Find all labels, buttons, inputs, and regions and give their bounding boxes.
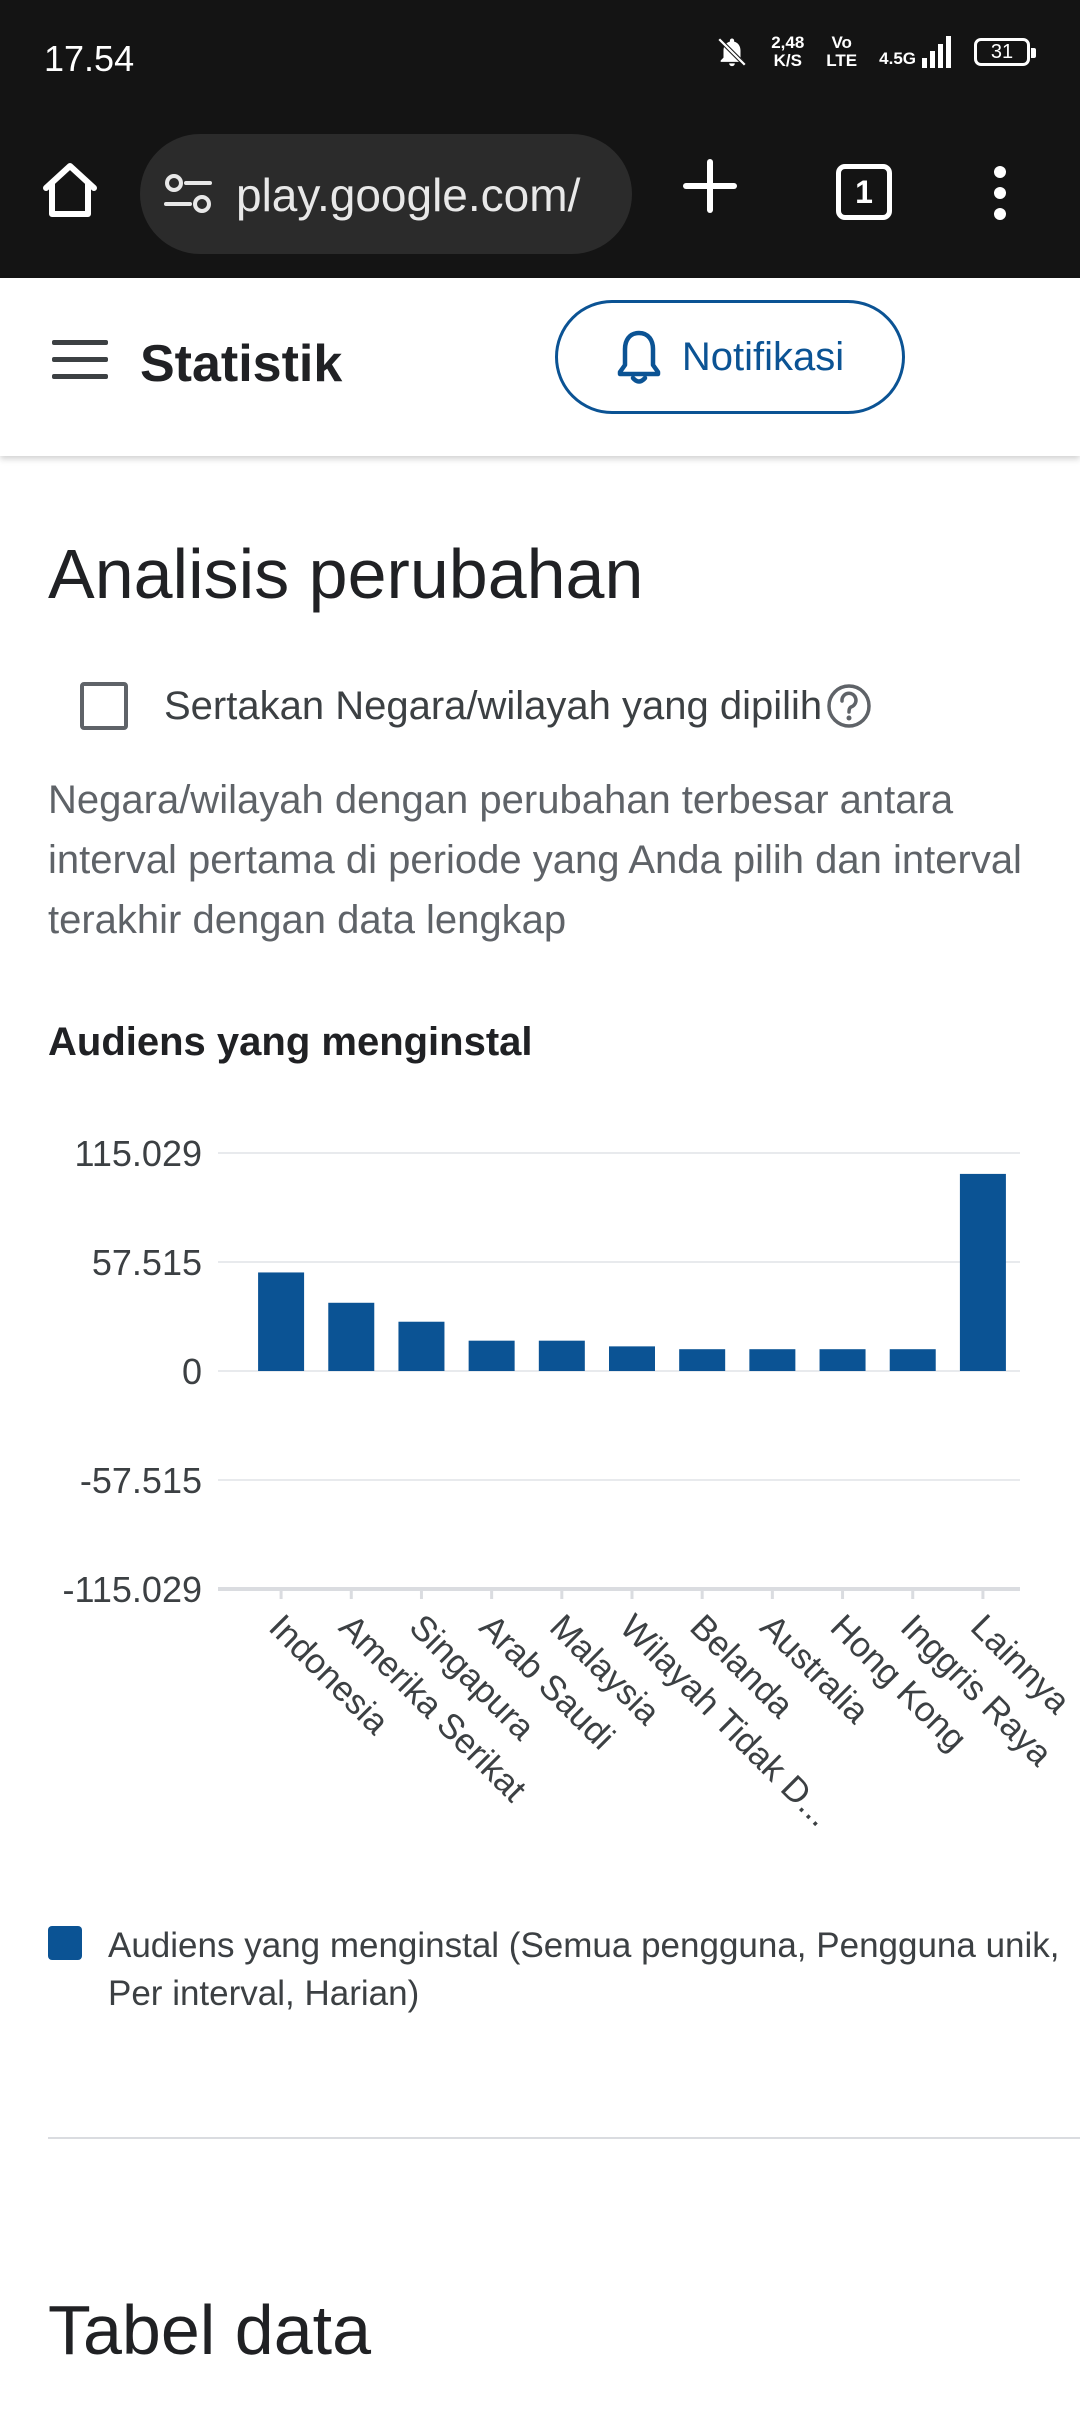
signal-bars-icon xyxy=(922,36,951,68)
include-selected-row: Sertakan Negara/wilayah yang dipilih xyxy=(80,682,872,730)
notifications-button-label: Notifikasi xyxy=(681,334,845,379)
bar[interactable] xyxy=(679,1349,726,1371)
new-tab-icon[interactable] xyxy=(680,156,740,216)
status-bar: 17.54 2,48 K/S Vo LTE 4.5G 31 xyxy=(0,0,1080,120)
bar[interactable] xyxy=(889,1349,936,1371)
home-icon[interactable] xyxy=(38,158,102,222)
more-icon[interactable] xyxy=(994,166,1008,222)
y-tick-label: 0 xyxy=(182,1351,202,1392)
status-icons: 2,48 K/S Vo LTE 4.5G 31 xyxy=(715,34,1036,70)
table-section-title: Tabel data xyxy=(48,2291,372,2369)
network-type: 4.5G xyxy=(879,49,916,68)
help-icon[interactable] xyxy=(826,683,872,729)
lte-label: LTE xyxy=(826,51,858,70)
y-tick-label: -115.029 xyxy=(63,1569,202,1610)
network-speed: 2,48 K/S xyxy=(771,34,804,70)
bar[interactable] xyxy=(468,1340,515,1371)
legend-swatch xyxy=(48,1926,82,1960)
menu-icon[interactable] xyxy=(52,340,108,380)
address-bar[interactable]: play.google.com/ xyxy=(140,134,632,254)
volte-indicator: Vo LTE xyxy=(826,34,857,70)
chart-title: Audiens yang menginstal xyxy=(48,1020,533,1064)
bar[interactable] xyxy=(538,1340,585,1371)
status-time: 17.54 xyxy=(44,38,135,79)
bar[interactable] xyxy=(258,1272,305,1371)
section-divider xyxy=(48,2137,1080,2139)
url-text: play.google.com/ xyxy=(236,169,581,221)
battery-icon: 31 xyxy=(974,38,1036,66)
bar[interactable] xyxy=(398,1321,445,1371)
bar[interactable] xyxy=(819,1349,866,1371)
bar[interactable] xyxy=(609,1346,655,1371)
notifications-button[interactable]: Notifikasi xyxy=(555,300,905,414)
tab-switcher-icon[interactable]: 1 xyxy=(836,164,892,220)
notifications-off-icon xyxy=(717,37,747,67)
bar[interactable] xyxy=(959,1173,1006,1371)
bar[interactable] xyxy=(328,1302,375,1371)
checkbox-label: Sertakan Negara/wilayah yang dipilih xyxy=(164,683,823,728)
speed-value: 2,48 xyxy=(771,33,805,52)
bar[interactable] xyxy=(749,1349,796,1371)
chart-legend: Audiens yang menginstal (Semua pengguna,… xyxy=(48,1922,1068,2018)
signal-indicator: 4.5G xyxy=(879,36,952,68)
y-tick-label: 57.515 xyxy=(92,1242,202,1283)
app-header: Statistik Notifikasi xyxy=(0,278,1080,456)
y-tick-label: 115.029 xyxy=(75,1133,202,1174)
bell-icon xyxy=(617,330,661,384)
section-title: Analisis perubahan xyxy=(48,535,644,613)
legend-label: Audiens yang menginstal (Semua pengguna,… xyxy=(108,1926,1060,2013)
y-tick-label: -57.515 xyxy=(80,1460,202,1501)
site-settings-icon[interactable] xyxy=(164,172,212,216)
browser-toolbar: play.google.com/ 1 xyxy=(0,120,1080,278)
speed-unit: K/S xyxy=(773,51,802,70)
bar-chart: 115.02957.5150-57.515-115.029IndonesiaAm… xyxy=(63,1133,1078,1834)
page-title: Statistik xyxy=(140,335,343,393)
volte-label: Vo xyxy=(831,33,852,52)
include-selected-checkbox[interactable] xyxy=(80,682,128,730)
section-description: Negara/wilayah dengan perubahan terbesar… xyxy=(48,778,1022,942)
